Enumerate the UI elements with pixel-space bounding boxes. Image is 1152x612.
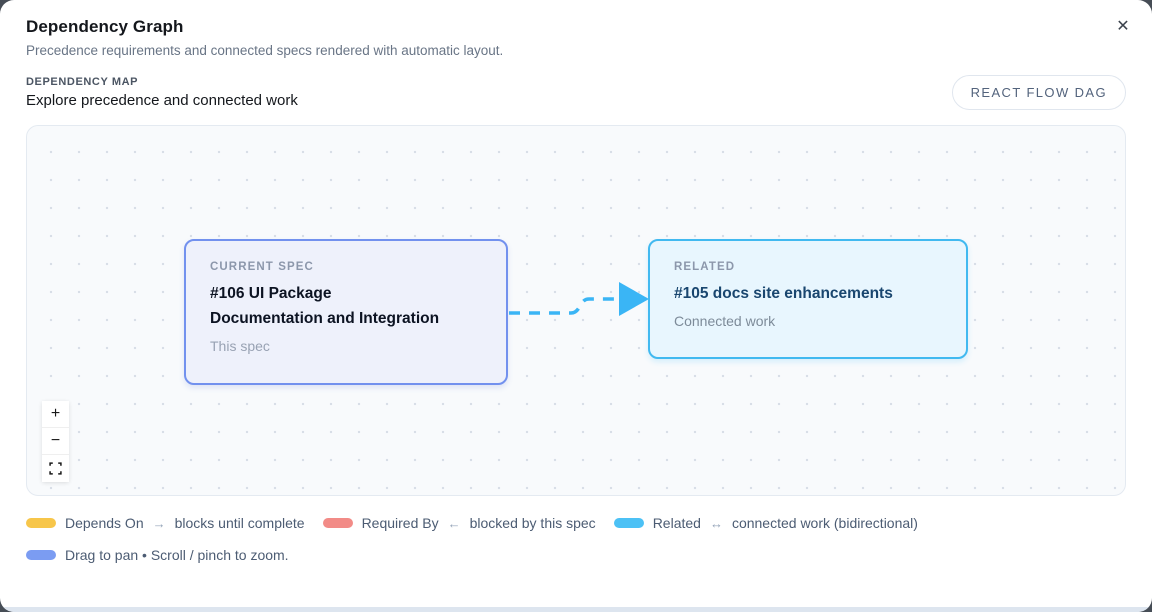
section-heading: Explore precedence and connected work	[26, 92, 298, 109]
fit-view-icon	[49, 462, 62, 475]
node-title-line: #105 docs site enhancements	[674, 285, 893, 302]
hint-item: Drag to pan • Scroll / pinch to zoom.	[26, 547, 289, 563]
fit-view-button[interactable]	[42, 455, 69, 482]
dependency-map-eyebrow: DEPENDENCY MAP	[26, 76, 139, 88]
node-related-spec[interactable]: RELATED #105 docs site enhancements Conn…	[648, 239, 968, 359]
page-title: Dependency Graph	[26, 17, 184, 36]
legend-name: Depends On	[65, 515, 144, 531]
legend-description: blocked by this spec	[469, 515, 596, 531]
zoom-controls: + −	[42, 401, 69, 482]
node-type-label: CURRENT SPEC	[210, 261, 314, 273]
pan-swatch	[26, 550, 56, 560]
legend-name: Required By	[361, 515, 439, 531]
depends-on-swatch	[26, 518, 56, 528]
legend-item-related: Related ↔ connected work (bidirectional)	[613, 515, 918, 531]
graph-canvas-pane[interactable]: CURRENT SPEC #106 UI Package Documentati…	[26, 125, 1126, 496]
legend-description: blocks until complete	[174, 515, 305, 531]
modal-bottom-edge	[0, 607, 1152, 612]
zoom-out-button[interactable]: −	[42, 428, 69, 455]
edge-legend: Depends On → blocks until complete Requi…	[26, 515, 1126, 531]
modal-header: Dependency Graph Precedence requirements…	[26, 0, 1126, 58]
pan-zoom-hint: Drag to pan • Scroll / pinch to zoom.	[26, 547, 1126, 563]
page-subtitle: Precedence requirements and connected sp…	[26, 43, 504, 58]
node-title-line: Documentation and Integration	[210, 310, 440, 327]
right-arrow-icon: →	[152, 515, 166, 531]
node-subtitle: Connected work	[674, 313, 776, 329]
node-current-spec[interactable]: CURRENT SPEC #106 UI Package Documentati…	[184, 239, 508, 385]
legend-item-depends-on: Depends On → blocks until complete	[26, 515, 305, 531]
node-title: #105 docs site enhancements	[674, 281, 942, 306]
zoom-in-button[interactable]: +	[42, 401, 69, 428]
edge-dashed-line	[509, 297, 615, 315]
node-title: #106 UI Package Documentation and Integr…	[210, 281, 482, 331]
node-subtitle: This spec	[210, 338, 270, 354]
left-arrow-icon: ←	[447, 515, 461, 531]
related-swatch	[613, 518, 644, 528]
node-title-line: #106 UI Package	[210, 285, 332, 302]
edge-arrowhead-icon	[619, 282, 649, 316]
node-type-label: RELATED	[674, 261, 736, 273]
close-icon[interactable]: ✕	[1112, 16, 1134, 38]
legend-item-required-by: Required By ← blocked by this spec	[322, 515, 596, 531]
legend-description: connected work (bidirectional)	[731, 515, 918, 531]
required-by-swatch	[322, 518, 353, 528]
legend-name: Related	[652, 515, 701, 531]
hint-text: Drag to pan • Scroll / pinch to zoom.	[65, 547, 289, 563]
section-header: DEPENDENCY MAP Explore precedence and co…	[26, 75, 1126, 110]
react-flow-dag-badge: REACT FLOW DAG	[951, 75, 1126, 110]
bidirectional-arrow-icon: ↔	[709, 515, 723, 531]
